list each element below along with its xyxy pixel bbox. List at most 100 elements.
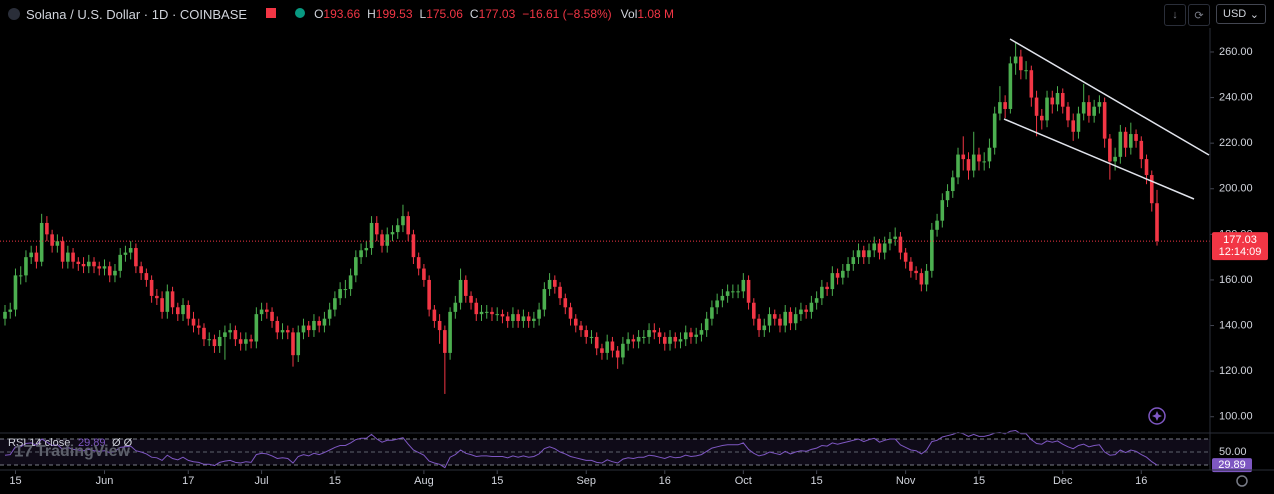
- low-value: 175.06: [426, 7, 463, 21]
- download-button[interactable]: ↓: [1164, 4, 1186, 26]
- rsi-line: [4, 429, 1158, 469]
- candle-body: [66, 252, 70, 262]
- candle-body: [34, 252, 39, 262]
- candle-body: [542, 289, 547, 310]
- candle-body: [683, 332, 688, 340]
- trend-line-lower: [1003, 118, 1195, 200]
- candle-body: [898, 236, 903, 253]
- candle-body: [60, 241, 65, 262]
- candle-body: [516, 314, 520, 321]
- settings-icon[interactable]: [1236, 475, 1248, 487]
- candle-body: [621, 343, 625, 358]
- candle-body: [500, 314, 505, 317]
- candle-body: [1087, 102, 1091, 116]
- candle-body: [746, 279, 751, 303]
- candle-body: [144, 273, 149, 280]
- candle-body: [1003, 102, 1007, 109]
- candle-body: [490, 311, 494, 315]
- candle-body: [678, 339, 683, 342]
- currency: USD: [1223, 8, 1247, 20]
- candle-body: [149, 279, 154, 296]
- candle-body: [553, 279, 557, 287]
- candle-body: [977, 154, 981, 162]
- candle-body: [1029, 70, 1034, 98]
- assistant-icon[interactable]: [1148, 407, 1166, 425]
- candle-body: [767, 314, 772, 326]
- y-tick-label: 220.00: [1219, 137, 1253, 149]
- candle-body: [966, 159, 971, 171]
- candle-body: [930, 229, 934, 271]
- candle-body: [186, 305, 191, 319]
- plot-layer: 100.00120.00140.00160.00180.00200.00220.…: [0, 42, 1268, 487]
- currency-select[interactable]: USD ⌄: [1216, 4, 1266, 24]
- candle-body: [872, 243, 877, 251]
- x-tick-label: 15: [973, 475, 985, 487]
- candle-body: [139, 266, 143, 274]
- candle-body: [1071, 120, 1076, 132]
- y-tick-label: 160.00: [1219, 274, 1253, 286]
- refresh-button[interactable]: ⟳: [1188, 4, 1210, 26]
- candle-body: [615, 350, 620, 358]
- candle-body: [176, 307, 180, 315]
- candle-body: [584, 330, 589, 337]
- candle-body: [731, 291, 735, 293]
- candle-body: [223, 332, 227, 337]
- candle-body: [626, 339, 630, 344]
- candle-body: [474, 302, 479, 315]
- candle-body: [464, 279, 468, 296]
- candle-body: [835, 273, 840, 278]
- candle-body: [443, 330, 447, 353]
- candle-body: [521, 316, 526, 321]
- candle-body: [327, 309, 332, 319]
- candle-body: [799, 309, 803, 315]
- candle-body: [469, 295, 473, 303]
- candle-body: [741, 279, 746, 292]
- candle-body: [631, 339, 636, 342]
- candle-body: [217, 336, 222, 347]
- candle-body: [778, 318, 782, 326]
- close-value: 177.03: [478, 7, 516, 21]
- candle-body: [134, 248, 138, 267]
- candle-body: [249, 339, 253, 342]
- high-value: 199.53: [375, 7, 413, 21]
- candle-body: [1019, 56, 1023, 71]
- candle-body: [783, 311, 788, 326]
- candle-body: [882, 243, 887, 253]
- candle-body: [1055, 93, 1060, 105]
- candle-body: [647, 330, 651, 337]
- x-tick-label: 16: [659, 475, 671, 487]
- candle-body: [495, 314, 500, 316]
- candle-body: [1024, 70, 1028, 72]
- candle-body: [710, 307, 714, 319]
- candle-body: [3, 311, 7, 319]
- candle-body: [673, 336, 678, 342]
- watermark: TradingView: [36, 443, 131, 460]
- candle-body: [987, 147, 992, 162]
- candle-body: [76, 261, 81, 264]
- candle-body: [202, 327, 206, 340]
- candle-body: [998, 102, 1002, 114]
- candle-body: [642, 336, 646, 338]
- candle-body: [265, 309, 269, 312]
- candle-body: [940, 200, 945, 221]
- y-tick-label: 100.00: [1219, 411, 1253, 423]
- candle-body: [1144, 159, 1149, 176]
- candle-body: [699, 330, 704, 335]
- candle-body: [762, 325, 767, 331]
- candle-body: [757, 318, 761, 331]
- candle-body: [772, 314, 777, 319]
- flag-icon[interactable]: [266, 8, 276, 18]
- x-tick-label: Sep: [576, 475, 596, 487]
- x-tick-label: Aug: [414, 475, 434, 487]
- candle-body: [877, 243, 882, 253]
- candle-body: [689, 332, 693, 337]
- candle-body: [511, 314, 515, 321]
- candle-body: [374, 222, 379, 235]
- candle-body: [1097, 102, 1102, 107]
- low-label: L: [419, 7, 427, 21]
- candle-body: [971, 154, 976, 171]
- legend-header: Solana / U.S. Dollar · 1D · COINBASE O 19…: [8, 4, 674, 24]
- candle-body: [888, 238, 892, 244]
- candle-body: [448, 311, 452, 353]
- rsi-tag-label: 29.89: [1218, 459, 1246, 471]
